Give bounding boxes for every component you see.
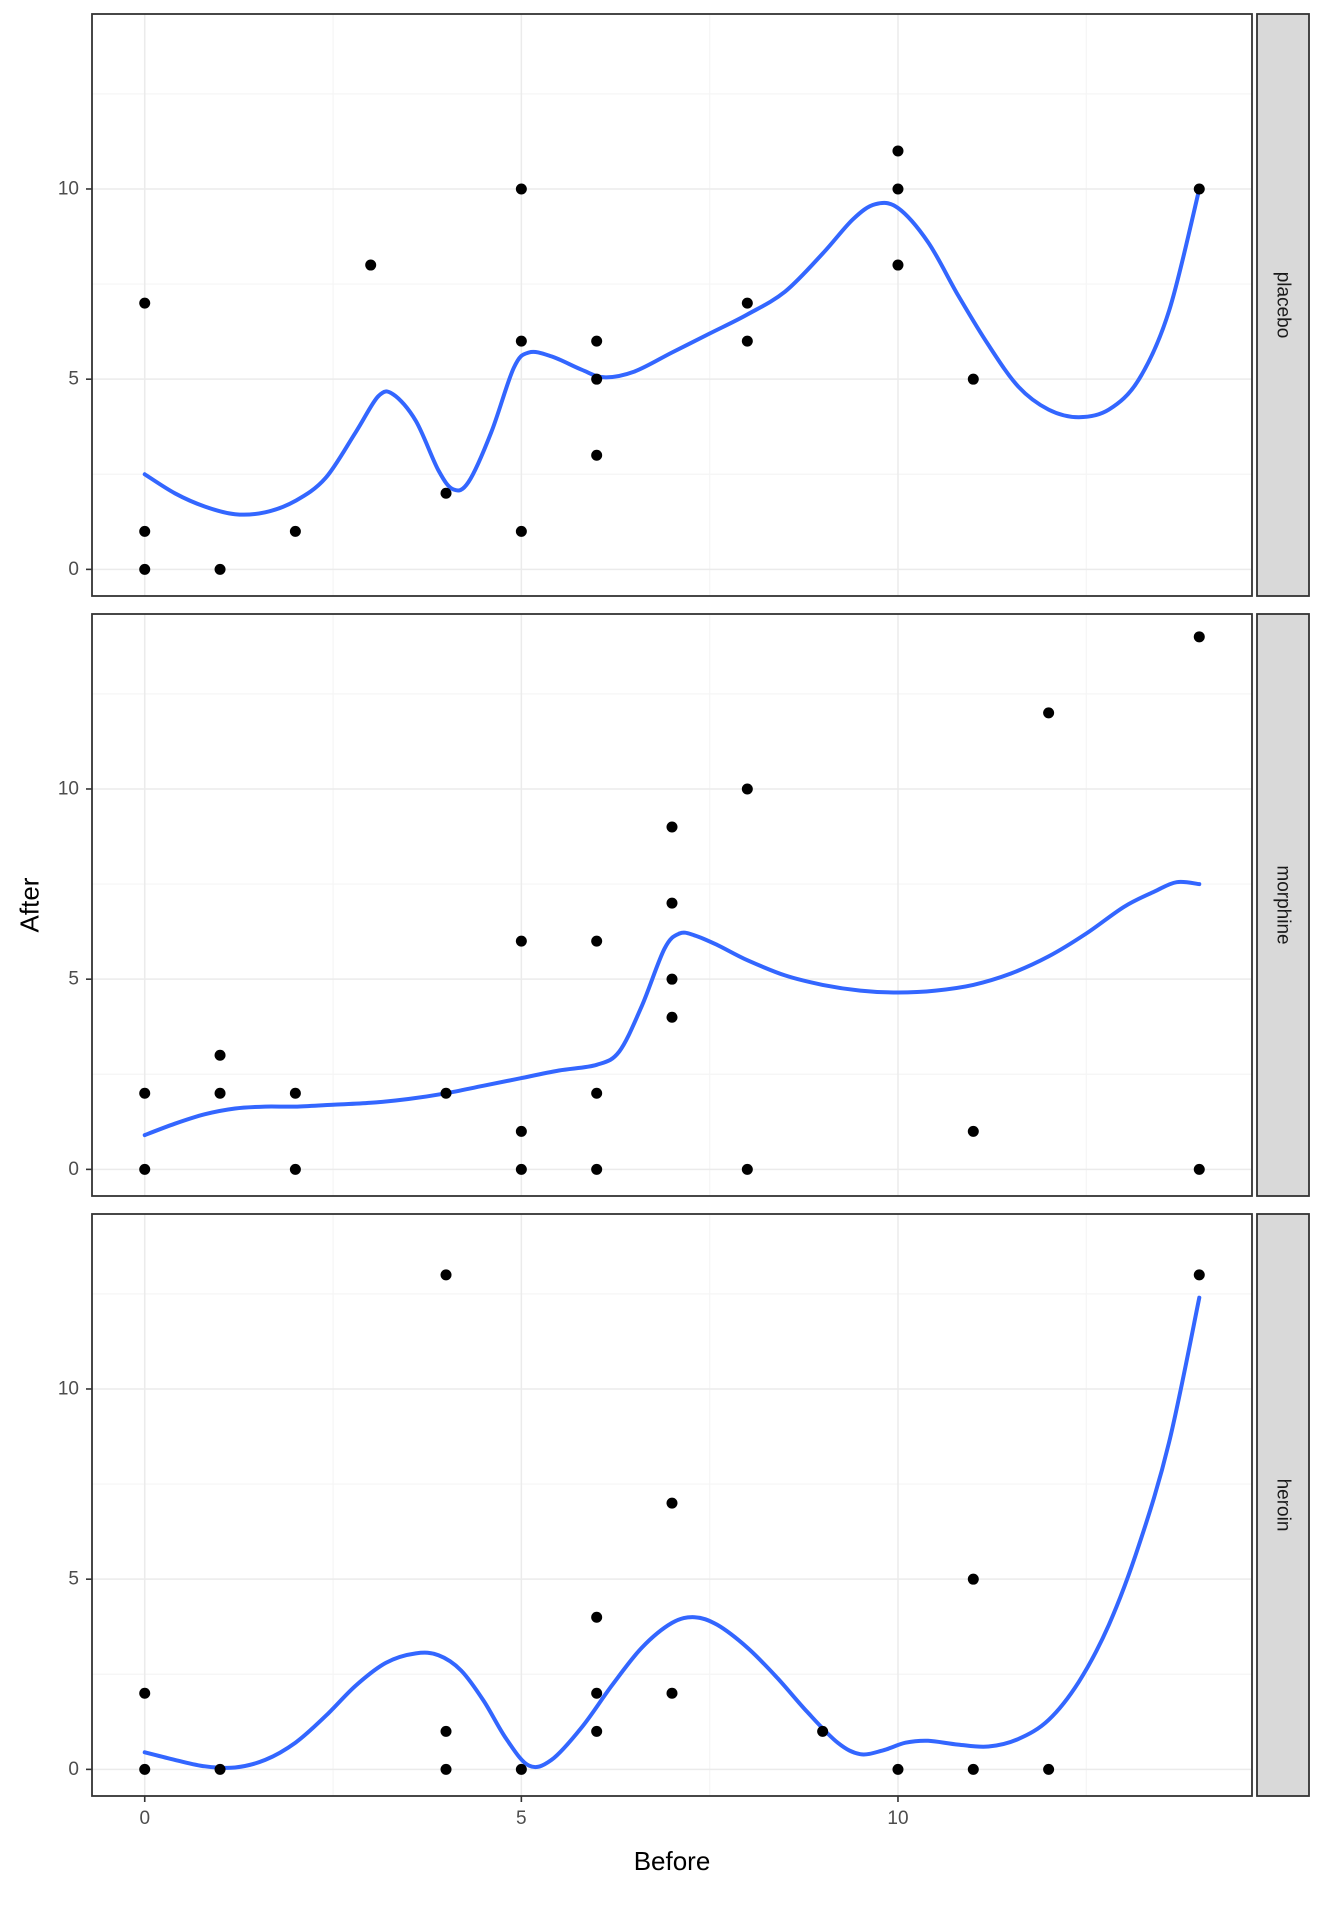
data-point [1043,707,1055,719]
data-point [591,373,603,385]
data-point [515,1763,527,1775]
data-point [591,335,603,347]
facet-strip-label: placebo [1273,272,1294,339]
data-point [967,1763,979,1775]
data-point [666,1011,678,1023]
data-point [139,297,151,309]
data-point [741,1163,753,1175]
x-tick-label: 10 [887,1808,908,1829]
x-tick-label: 0 [139,1808,150,1829]
data-point [591,1087,603,1099]
y-tick-label: 5 [68,369,79,390]
y-tick-label: 10 [58,778,79,799]
data-point [1193,631,1205,643]
facet-strip [1256,13,1310,597]
panel-border [91,1213,1253,1797]
data-point [666,1497,678,1509]
data-point [289,1087,301,1099]
data-point [139,1687,151,1699]
data-point [365,259,377,271]
data-point [1193,1163,1205,1175]
data-point [967,1125,979,1137]
data-point [591,449,603,461]
data-point [440,1763,452,1775]
data-point [741,335,753,347]
y-tick-label: 10 [58,178,79,199]
data-point [1193,183,1205,195]
data-point [515,335,527,347]
data-point [666,1687,678,1699]
data-point [817,1725,829,1737]
data-point [892,259,904,271]
data-point [741,297,753,309]
panel-background [92,14,1252,596]
data-point [440,1087,452,1099]
smooth-line [142,1295,1202,1770]
x-tick-label: 5 [516,1808,527,1829]
data-point [666,897,678,909]
panel-border [91,613,1253,1197]
data-point [967,373,979,385]
facet-strip-label: morphine [1273,865,1294,944]
data-point [892,1763,904,1775]
data-point [591,1687,603,1699]
y-tick-label: 5 [68,1569,79,1590]
data-point [515,935,527,947]
smooth-line [142,187,1202,517]
data-point [139,563,151,575]
data-point [440,487,452,499]
facet-strip [1256,613,1310,1197]
data-point [591,1163,603,1175]
smooth-line [142,879,1202,1138]
data-point [515,525,527,537]
data-point [515,1125,527,1137]
data-point [139,1163,151,1175]
data-point [892,145,904,157]
data-point [666,821,678,833]
y-tick-label: 0 [68,1759,79,1780]
y-tick-label: 0 [68,559,79,580]
y-tick-label: 5 [68,969,79,990]
data-point [892,183,904,195]
data-point [591,1725,603,1737]
data-point [1043,1763,1055,1775]
data-point [1193,1269,1205,1281]
data-point [591,1611,603,1623]
data-point [289,525,301,537]
data-point [139,1087,151,1099]
panel-border [91,13,1253,597]
data-point [666,973,678,985]
data-point [741,783,753,795]
data-point [214,1763,226,1775]
y-tick-label: 10 [58,1378,79,1399]
data-point [214,1087,226,1099]
x-axis-title: Before [633,1846,711,1876]
data-point [139,1763,151,1775]
data-point [967,1573,979,1585]
data-point [214,563,226,575]
facet-strip-label: heroin [1273,1479,1294,1532]
data-point [515,1163,527,1175]
y-tick-label: 0 [68,1159,79,1180]
data-point [440,1269,452,1281]
data-point [289,1163,301,1175]
y-axis-title: After [14,877,45,933]
data-point [440,1725,452,1737]
data-point [214,1049,226,1061]
data-point [139,525,151,537]
data-point [591,935,603,947]
facet-strip [1256,1213,1310,1797]
data-point [515,183,527,195]
